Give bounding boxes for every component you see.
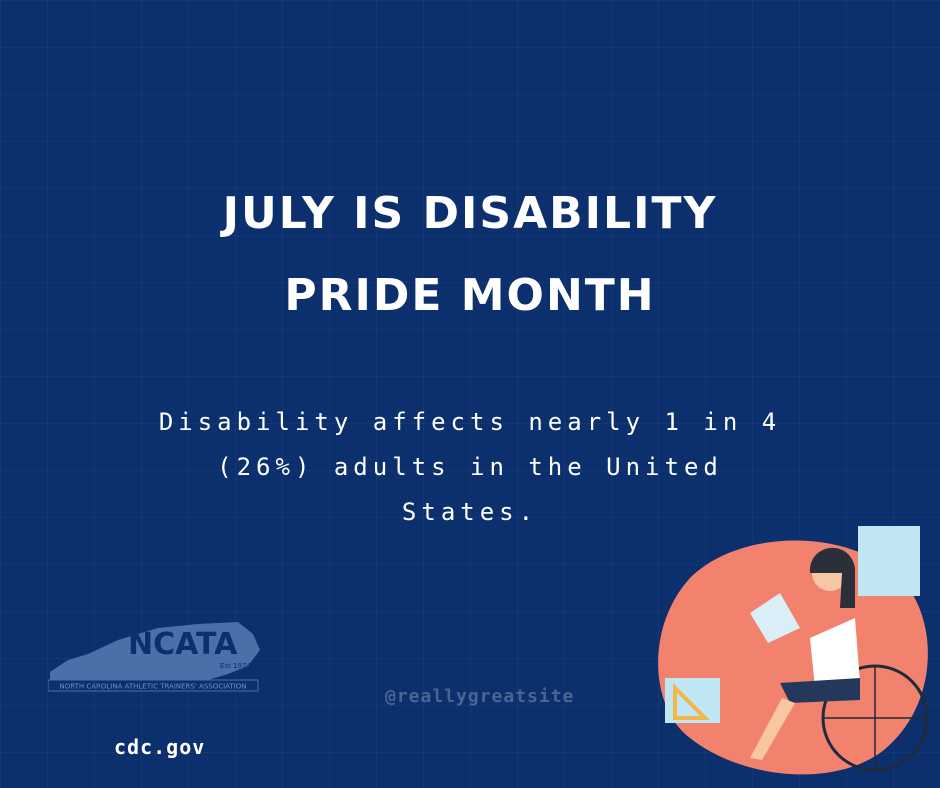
skirt xyxy=(780,678,860,703)
ruler xyxy=(673,683,710,720)
illustration xyxy=(658,526,929,775)
body-line: Disability affects nearly 1 in 4 xyxy=(158,408,782,436)
handle: @reallygreatsite xyxy=(385,686,575,707)
body-line: States. xyxy=(401,498,539,526)
logo-acronym: NCATA xyxy=(128,627,238,662)
coat xyxy=(810,618,860,688)
blob xyxy=(658,540,928,775)
leg xyxy=(750,698,795,760)
title-line: PRIDE MONTH xyxy=(284,270,656,321)
logo: NCATA Est 1974 NORTH CAROLINA ATHLETIC T… xyxy=(48,622,260,692)
title-line: JULY IS DISABILITY xyxy=(222,188,718,239)
logo-band xyxy=(48,679,259,692)
hair xyxy=(809,547,855,608)
paper xyxy=(750,593,800,643)
icon-box xyxy=(858,526,920,596)
logo-est: Est 1974 xyxy=(220,662,251,670)
source: cdc.gov xyxy=(114,735,206,759)
body-line: (26%) adults in the United xyxy=(217,453,723,481)
state-shape xyxy=(50,622,260,680)
logo-name: NORTH CAROLINA ATHLETIC TRAINERS' ASSOCI… xyxy=(60,683,247,691)
